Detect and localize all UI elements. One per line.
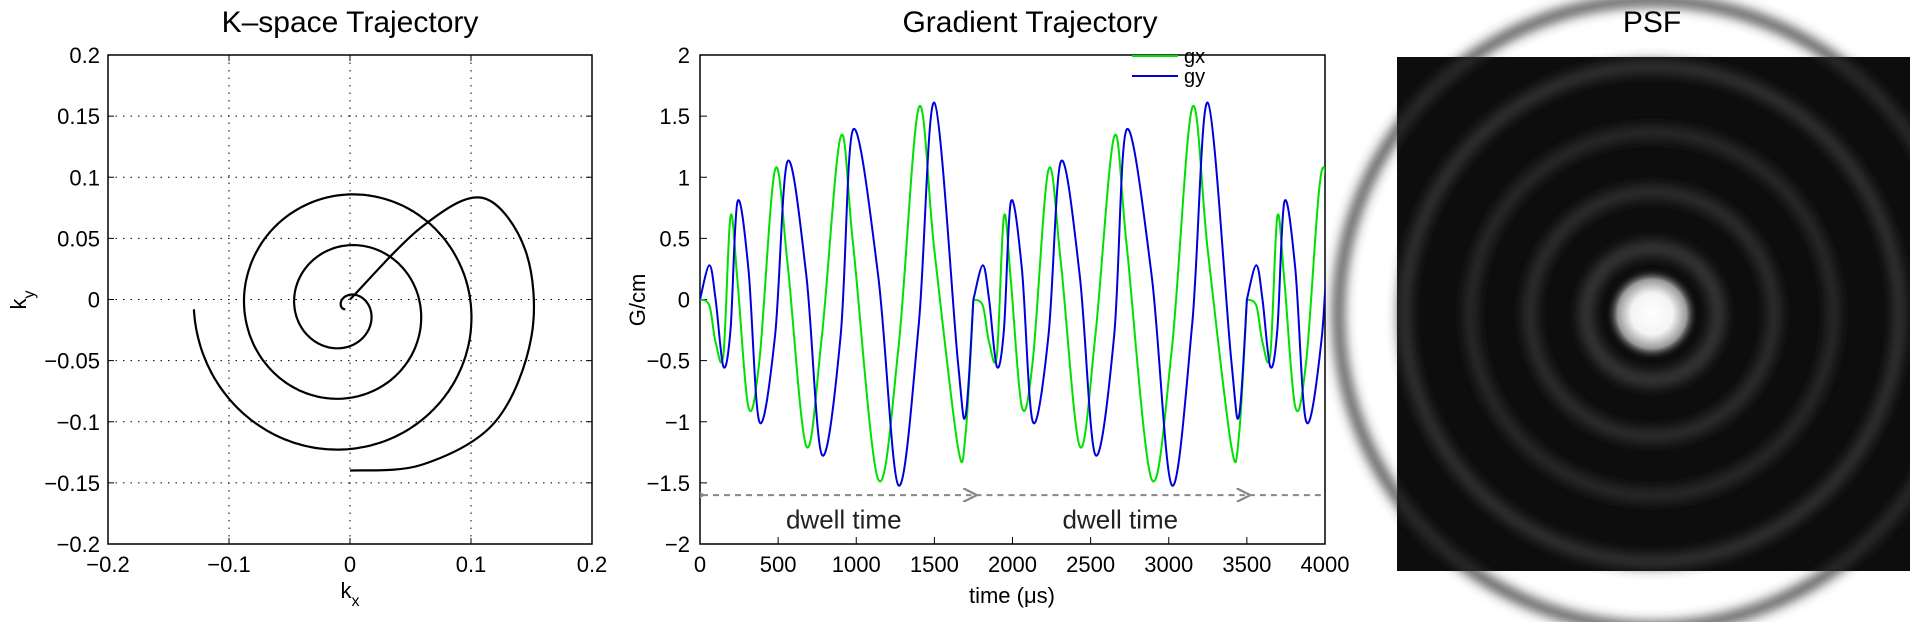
- gradient-xlabel: time (μs): [969, 583, 1055, 608]
- legend-gy-label: gy: [1184, 66, 1205, 88]
- kspace-xtick-label: −0.1: [207, 552, 250, 577]
- kspace-ytick-label: −0.15: [44, 471, 100, 496]
- psf-ring: [1333, 0, 1910, 622]
- psf-panel: PSF: [1333, 0, 1910, 622]
- gradient-ylabel: G/cm: [625, 274, 650, 327]
- kspace-ytick-label: −0.1: [57, 410, 100, 435]
- psf-title: PSF: [1623, 6, 1681, 39]
- gradient-ytick-label: 0.5: [659, 226, 690, 251]
- gradient-ticks: 0 500 1000 1500 2000 2500 3000 3500 4000 2 1.5 1 0.5…: [647, 43, 1350, 577]
- psf-ring: [1464, 126, 1840, 502]
- gradient-xtick-label: 1000: [832, 552, 881, 577]
- gradient-title: Gradient Trajectory: [902, 6, 1157, 39]
- gradient-panel: Gradient Trajectory 0 500 1000 1500 2000 2500…: [625, 6, 1350, 608]
- gradient-ytick-label: 2: [678, 43, 690, 68]
- gx-series-line: [700, 104, 1325, 483]
- dwell-time-labels: dwell time dwell time: [786, 505, 1178, 535]
- kspace-ticks: −0.2 −0.1 0 0.1 0.2 0.2 0.15 0.1 0.05 0 −0.05 −0.1 −…: [44, 43, 607, 577]
- psf-ring: [1523, 185, 1781, 443]
- legend-gx-label: gx: [1184, 46, 1205, 68]
- kspace-ytick-label: 0.15: [57, 104, 100, 129]
- kspace-xtick-label: −0.2: [86, 552, 129, 577]
- gradient-xtick-label: 500: [760, 552, 797, 577]
- gradient-xtick-label: 2000: [988, 552, 1037, 577]
- gradient-xtick-label: 1500: [910, 552, 959, 577]
- kspace-ytick-label: −0.2: [57, 532, 100, 557]
- dwell-time-label: dwell time: [1063, 505, 1179, 535]
- kspace-xtick-label: 0: [344, 552, 356, 577]
- psf-central-peak: [1606, 268, 1698, 360]
- kspace-title: K–space Trajectory: [222, 6, 479, 39]
- psf-ring: [1399, 61, 1905, 567]
- gradient-legend: gx gy: [1132, 46, 1205, 88]
- gradient-ytick-label: −0.5: [647, 349, 690, 374]
- gradient-ytick-label: 0: [678, 288, 690, 313]
- kspace-ylabel: ky: [6, 291, 38, 310]
- psf-ring: [1579, 241, 1725, 387]
- kspace-rewinder-curve: [349, 196, 536, 472]
- psf-rings: [1333, 0, 1910, 622]
- gradient-ytick-label: −1.5: [647, 471, 690, 496]
- kspace-ytick-label: −0.05: [44, 349, 100, 374]
- gradient-xtick-label: 3500: [1222, 552, 1271, 577]
- dwell-time-label: dwell time: [786, 505, 902, 535]
- gradient-xtick-label: 4000: [1301, 552, 1350, 577]
- kspace-ytick-label: 0: [88, 288, 100, 313]
- kspace-spiral-curve: [192, 193, 473, 451]
- kspace-xtick-label: 0.2: [577, 552, 608, 577]
- gradient-xtick-label: 2500: [1066, 552, 1115, 577]
- gy-series-line: [700, 101, 1325, 487]
- kspace-ytick-label: 0.05: [57, 226, 100, 251]
- kspace-ytick-label: 0.1: [69, 165, 100, 190]
- kspace-panel: K–space Trajectory −0.2 −0.1 0 0.1 0.2 0.2 0.1…: [6, 6, 607, 610]
- kspace-xtick-label: 0.1: [456, 552, 487, 577]
- kspace-xlabel: kx: [341, 578, 360, 610]
- gradient-xtick-label: 3000: [1144, 552, 1193, 577]
- gradient-ytick-label: −1: [665, 410, 690, 435]
- gradient-ytick-label: 1.5: [659, 104, 690, 129]
- gradient-xtick-label: 0: [694, 552, 706, 577]
- gradient-ytick-label: 1: [678, 165, 690, 190]
- kspace-ytick-label: 0.2: [69, 43, 100, 68]
- gradient-ytick-label: −2: [665, 532, 690, 557]
